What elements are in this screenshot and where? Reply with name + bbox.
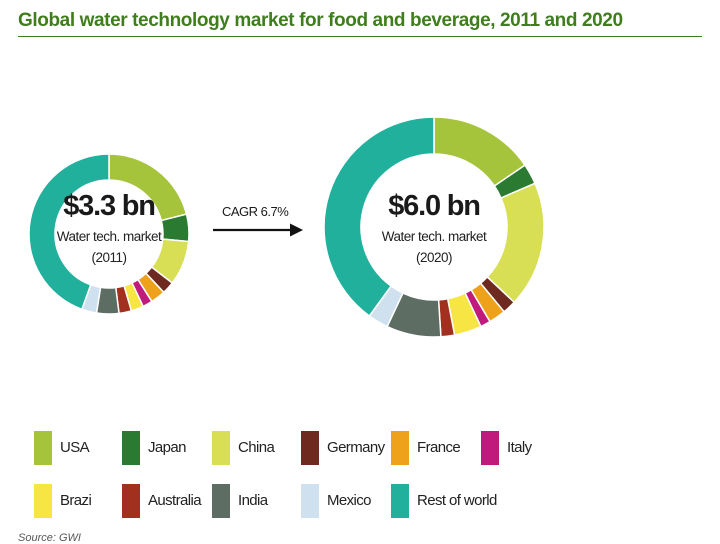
legend-swatch: [301, 484, 319, 518]
donut-2011: [28, 153, 190, 315]
center-value-2011: $3.3 bn: [63, 190, 156, 222]
legend-label: India: [238, 492, 268, 509]
legend-label: Mexico: [327, 492, 372, 509]
legend-swatch: [391, 484, 409, 518]
slice-2020-rest-of-world: [323, 116, 435, 318]
legend-label: Germany: [327, 439, 385, 456]
chart-title: Global water technology market for food …: [18, 10, 623, 31]
legend-label: Brazi: [60, 492, 92, 509]
legend-label: Australia: [148, 492, 202, 509]
legend-label: USA: [60, 439, 90, 456]
legend-swatch: [301, 431, 319, 465]
center-value-2020: $6.0 bn: [388, 190, 481, 222]
cagr-arrow: [213, 223, 303, 237]
legend-swatch: [212, 484, 230, 518]
legend-label: France: [417, 439, 461, 456]
legend-label: Japan: [148, 439, 186, 456]
slice-2011-rest-of-world: [28, 153, 110, 311]
legend-swatch: [212, 431, 230, 465]
legend-swatch: [122, 431, 140, 465]
cagr-label: CAGR 6.7%: [222, 204, 289, 219]
legend-label: Rest of world: [417, 492, 497, 509]
legend-swatch: [391, 431, 409, 465]
title-rule: [18, 36, 702, 37]
legend-label: China: [238, 439, 275, 456]
legend-label: Italy: [507, 439, 532, 456]
legend-swatch: [34, 484, 52, 518]
donut-2020: [323, 116, 545, 338]
legend-swatch: [122, 484, 140, 518]
center-label-2011: Water tech. market: [56, 229, 162, 244]
center-label-2020: Water tech. market: [381, 229, 487, 244]
center-year-2011: (2011): [91, 250, 127, 265]
center-year-2020: (2020): [415, 250, 453, 265]
legend-swatch: [481, 431, 499, 465]
legend-swatch: [34, 431, 52, 465]
source-note: Source: GWI: [18, 532, 81, 544]
